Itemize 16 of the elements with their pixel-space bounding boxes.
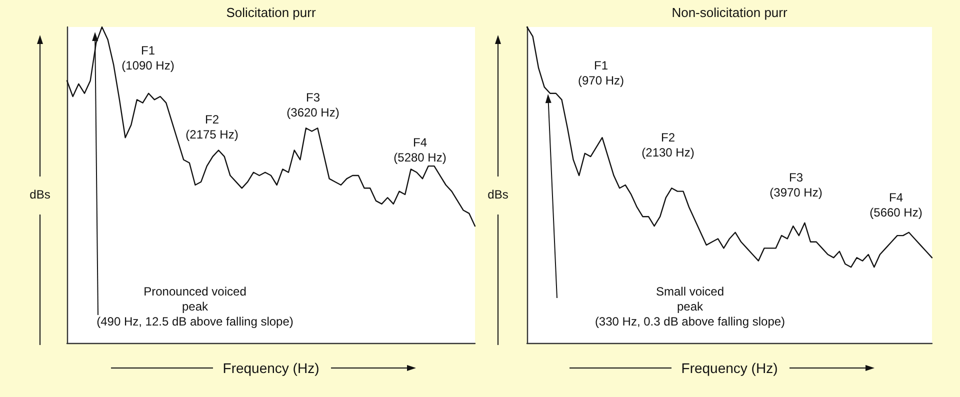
annotation: F3 (3970 Hz) [770, 170, 822, 200]
annotation: F4 (5280 Hz) [394, 136, 446, 164]
annotation: F2 (2175 Hz) [186, 112, 238, 142]
annotation: F1 (970 Hz) [578, 58, 624, 88]
chart-title: Solicitation purr [226, 5, 316, 20]
chart-title: Non-solicitation purr [672, 5, 788, 20]
y-axis-title: dBs [30, 187, 50, 202]
x-axis-title: Frequency (Hz) [681, 360, 778, 376]
annotation: F4 (5660 Hz) [870, 190, 922, 220]
annotation: Small voiced peak (330 Hz, 0.3 dB above falling slope) [594, 284, 786, 328]
x-axis-title: Frequency (Hz) [222, 360, 320, 376]
annotation: F2 (2130 Hz) [642, 130, 694, 160]
annotation: F3 (3620 Hz) [286, 90, 340, 120]
y-axis-title: dBs [488, 187, 508, 202]
annotation: F1 (1090 Hz) [122, 44, 174, 72]
annotation: Pronounced voiced peak (490 Hz, 12.5 dB above falling slope) [96, 284, 294, 328]
